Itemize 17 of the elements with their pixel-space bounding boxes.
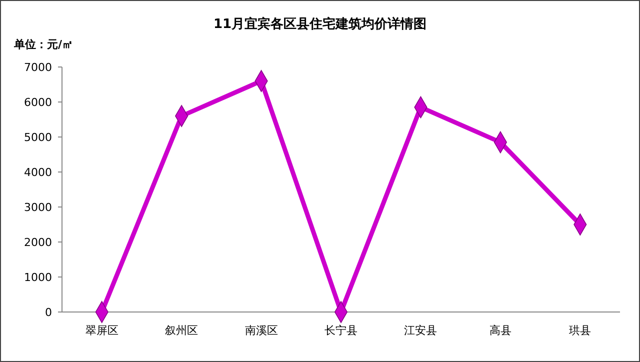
x-tick-label: 长宁县 [324,324,358,337]
y-axis-title: 单位：元/㎡ [13,38,74,51]
y-tick-label: 6000 [24,96,52,109]
y-tick-label: 1000 [24,270,52,284]
x-tick-label: 翠屏区 [85,324,118,337]
x-tick-label: 珙县 [569,324,592,337]
y-tick-label: 4000 [24,166,52,179]
x-tick-label: 南溪区 [244,324,278,337]
x-tick-label: 江安县 [404,324,438,337]
y-tick-label: 3000 [24,200,52,214]
y-tick-label: 5000 [24,130,52,144]
x-tick-label: 叙州区 [165,324,198,337]
y-tick-label: 7000 [24,60,52,74]
y-tick-label: 2000 [24,236,52,249]
chart-title: 11月宜宾各区县住宅建筑均价详情图 [213,16,427,32]
x-tick-label: 高县 [489,324,512,337]
y-tick-label: 0 [45,306,52,319]
